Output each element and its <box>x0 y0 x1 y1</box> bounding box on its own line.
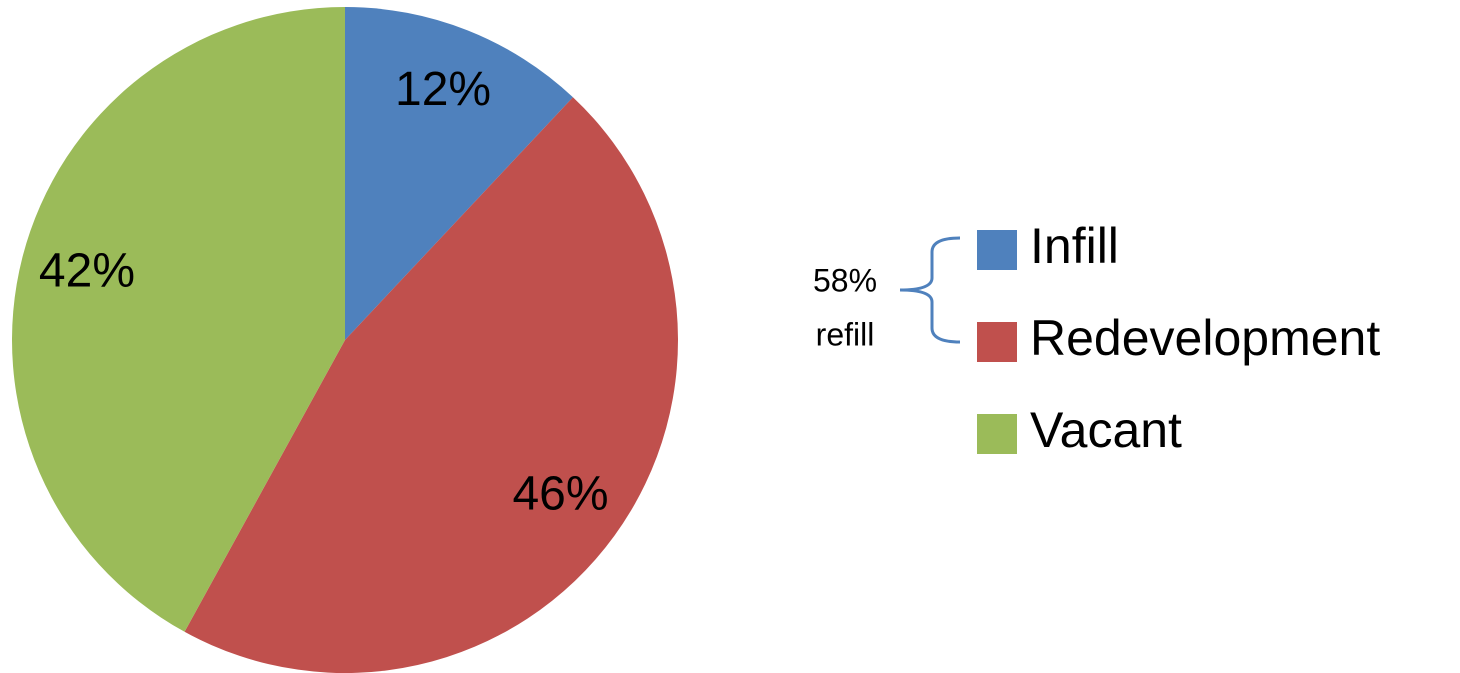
legend-swatch <box>977 414 1017 454</box>
annotation: refill <box>816 316 875 352</box>
legend-swatch <box>977 230 1017 270</box>
annotation: 58% <box>813 262 877 298</box>
legend-label: Redevelopment <box>1030 310 1380 366</box>
pie-slice <box>184 97 678 673</box>
pie-slice <box>11 7 345 632</box>
data-label: 46% <box>512 467 608 520</box>
data-label: 42% <box>39 244 135 297</box>
legend-label: Vacant <box>1030 402 1182 458</box>
bracket <box>899 236 961 344</box>
legend-swatch <box>977 322 1017 362</box>
data-label: 12% <box>395 63 491 116</box>
legend-label: Infill <box>1030 218 1119 274</box>
pie-slice <box>345 7 573 340</box>
